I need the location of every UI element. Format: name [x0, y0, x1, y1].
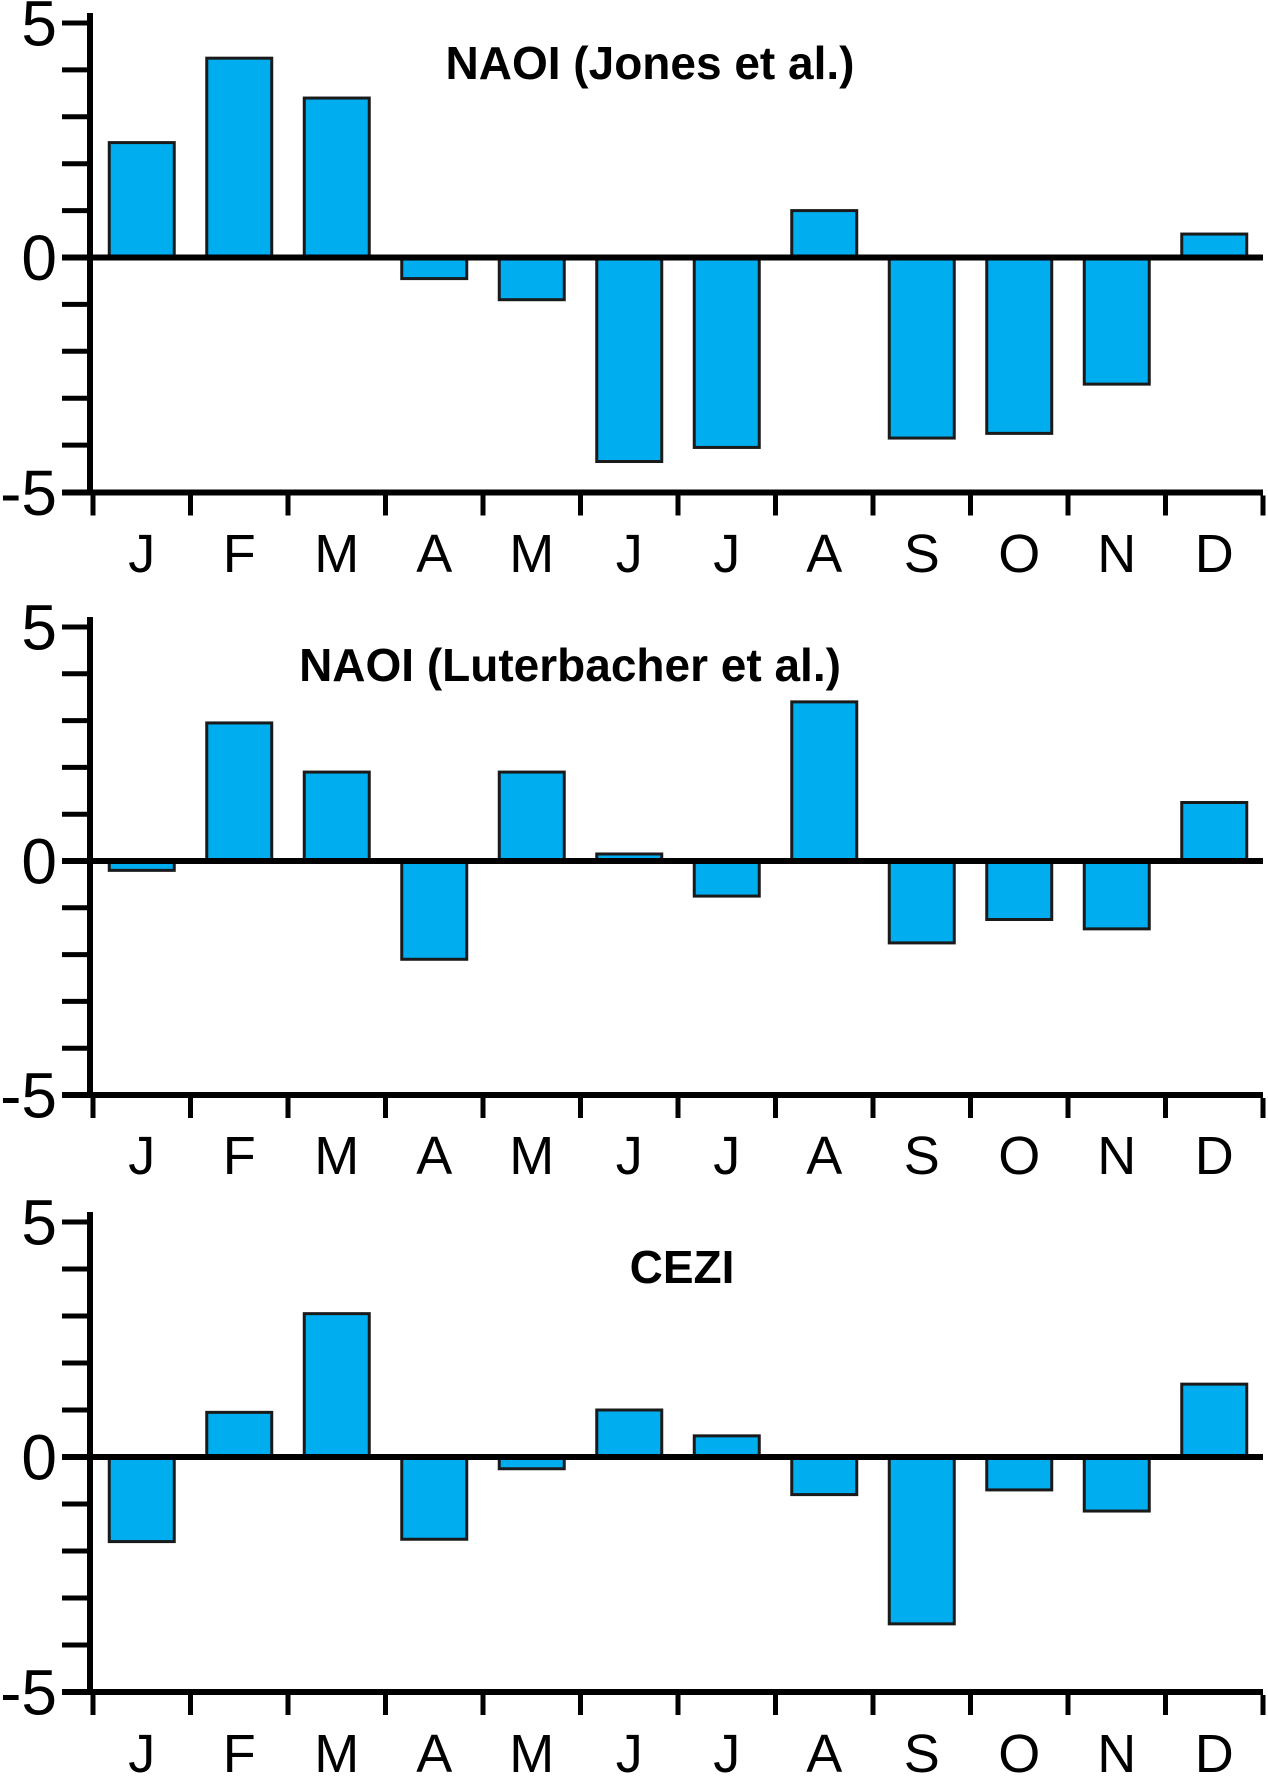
bar-j-6: [595, 1408, 664, 1459]
x-tick-label-m-3: M: [314, 1724, 359, 1784]
bar-a-8: [790, 700, 859, 863]
x-tick-label-m-5: M: [509, 524, 554, 584]
x-tick-label-s-9: S: [904, 1724, 940, 1784]
x-tick-label-o-10: O: [998, 1126, 1040, 1186]
x-tick-label-d-12: D: [1195, 1724, 1234, 1784]
x-tick-label-f-2: F: [223, 524, 256, 584]
x-tick-label-f-2: F: [223, 1126, 256, 1186]
bar-f-2: [205, 721, 274, 863]
x-tick-label-n-11: N: [1097, 1126, 1136, 1186]
x-tick-label-a-4: A: [416, 1126, 452, 1186]
y-tick-label-0: 0: [21, 222, 57, 294]
x-tick-label-s-9: S: [904, 1126, 940, 1186]
bar-f-2: [205, 56, 274, 259]
x-tick-label-a-4: A: [416, 1724, 452, 1784]
bar-m-3: [302, 96, 371, 260]
bar-d-12: [1180, 1382, 1249, 1459]
bar-a-8: [790, 209, 859, 260]
x-tick-label-d-12: D: [1195, 524, 1234, 584]
bar-a-4: [400, 1455, 469, 1541]
bar-j-7: [692, 256, 761, 449]
x-tick-label-j-7: J: [713, 524, 740, 584]
x-tick-label-m-3: M: [314, 1126, 359, 1186]
bar-a-4: [400, 256, 469, 281]
x-tick-label-j-7: J: [713, 1126, 740, 1186]
bar-j-7: [692, 859, 761, 898]
bar-j-1: [107, 141, 176, 259]
bar-a-4: [400, 859, 469, 961]
x-tick-label-m-5: M: [509, 1724, 554, 1784]
bar-d-12: [1180, 801, 1249, 863]
x-tick-label-a-4: A: [416, 524, 452, 584]
bar-n-11: [1082, 256, 1151, 386]
y-tick-label-0: 0: [21, 825, 57, 897]
bar-j-1: [107, 1455, 176, 1544]
x-tick-label-a-8: A: [806, 524, 842, 584]
bar-m-5: [497, 256, 566, 302]
bar-j-7: [692, 1434, 761, 1459]
x-tick-label-s-9: S: [904, 524, 940, 584]
bar-m-5: [497, 770, 566, 863]
y-tick-label--5: -5: [0, 457, 57, 529]
bar-o-10: [985, 859, 1054, 921]
y-tick-label-5: 5: [21, 0, 57, 59]
x-tick-label-n-11: N: [1097, 1724, 1136, 1784]
y-tick-label-5: 5: [21, 1186, 57, 1258]
x-tick-label-j-6: J: [616, 1126, 643, 1186]
bar-n-11: [1082, 859, 1151, 931]
bar-n-11: [1082, 1455, 1151, 1513]
x-tick-label-j-1: J: [128, 1126, 155, 1186]
bar-s-9: [887, 1455, 956, 1626]
x-tick-label-n-11: N: [1097, 524, 1136, 584]
bar-s-9: [887, 859, 956, 945]
x-tick-label-j-1: J: [128, 524, 155, 584]
chart-title-naoi-jones: NAOI (Jones et al.): [446, 37, 855, 89]
bar-d-12: [1180, 232, 1249, 260]
bar-o-10: [985, 1455, 1054, 1492]
chart-title-naoi-luterbacher: NAOI (Luterbacher et al.): [299, 639, 841, 691]
chart-title-cezi: CEZI: [630, 1241, 735, 1293]
y-tick-label-0: 0: [21, 1421, 57, 1493]
x-tick-label-m-3: M: [314, 524, 359, 584]
x-tick-label-j-7: J: [713, 1724, 740, 1784]
x-tick-label-m-5: M: [509, 1126, 554, 1186]
x-tick-label-j-1: J: [128, 1724, 155, 1784]
bar-o-10: [985, 256, 1054, 435]
x-tick-label-d-12: D: [1195, 1126, 1234, 1186]
bar-m-3: [302, 1312, 371, 1459]
y-tick-label-5: 5: [21, 591, 57, 663]
bar-f-2: [205, 1410, 274, 1459]
bar-s-9: [887, 256, 956, 440]
x-tick-label-a-8: A: [806, 1724, 842, 1784]
x-tick-label-o-10: O: [998, 1724, 1040, 1784]
x-tick-label-a-8: A: [806, 1126, 842, 1186]
bar-j-6: [595, 256, 664, 464]
x-tick-label-j-6: J: [616, 1724, 643, 1784]
bar-m-3: [302, 770, 371, 863]
y-tick-label--5: -5: [0, 1656, 57, 1728]
y-tick-label--5: -5: [0, 1059, 57, 1131]
bar-a-8: [790, 1455, 859, 1497]
x-tick-label-j-6: J: [616, 524, 643, 584]
x-tick-label-f-2: F: [223, 1724, 256, 1784]
x-tick-label-o-10: O: [998, 524, 1040, 584]
